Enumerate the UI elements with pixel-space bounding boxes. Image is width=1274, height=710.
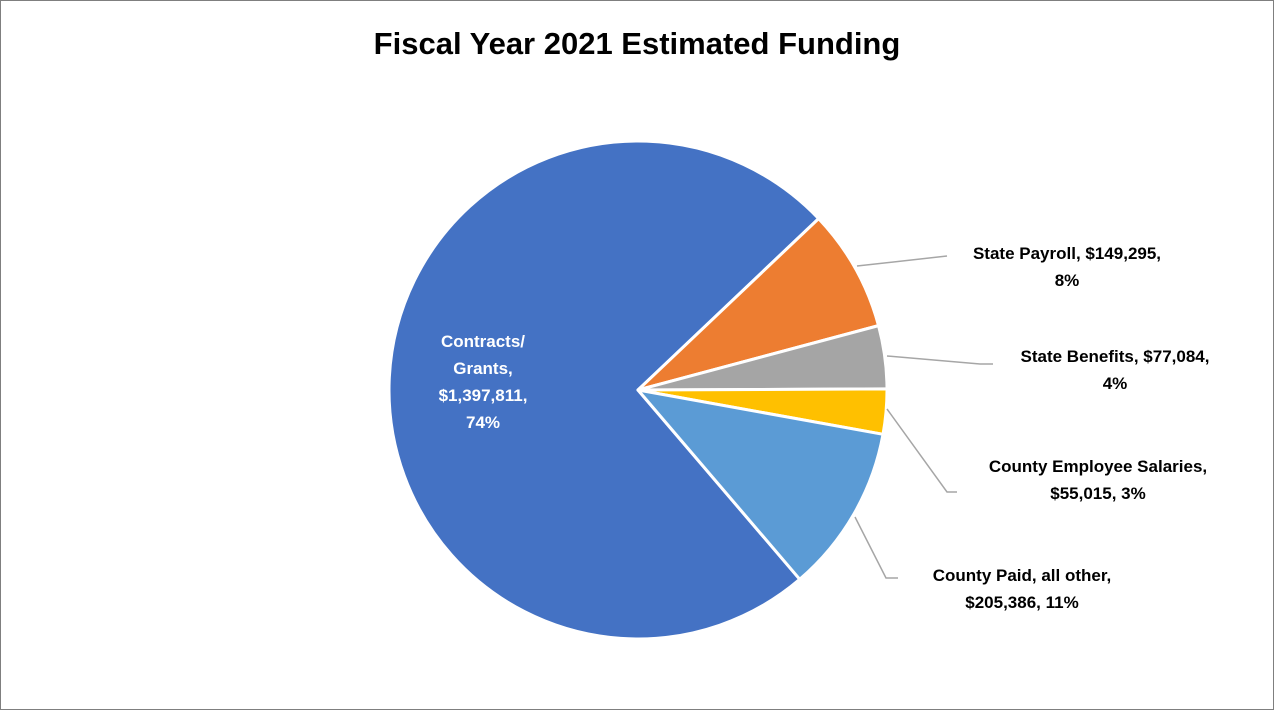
leader-line-state-benefits — [886, 355, 993, 365]
pie-slice-state-payroll — [636, 217, 881, 392]
data-label-line: County Employee Salaries, — [989, 457, 1207, 476]
data-label-line: County Paid, all other, — [933, 566, 1112, 585]
data-label-line: Contracts/ — [441, 332, 525, 351]
data-label-line: Grants, — [453, 359, 513, 378]
data-label-county-paid-all-other: County Paid, all other, $205,386, 11% — [933, 566, 1112, 612]
leader-line-state-payroll — [856, 255, 948, 267]
data-label-line: State Payroll, $149,295, — [973, 244, 1161, 263]
data-label-line: $205,386, 11% — [965, 593, 1078, 612]
data-label-line: 4% — [1103, 374, 1128, 393]
chart-title: Fiscal Year 2021 Estimated Funding — [373, 26, 901, 61]
data-label-line: $1,397,811, — [439, 386, 528, 405]
data-label-state-benefits: State Benefits, $77,084, 4% — [1021, 347, 1210, 393]
pie-slice-contracts-grants — [387, 139, 821, 641]
data-label-state-payroll: State Payroll, $149,295, 8% — [973, 244, 1161, 290]
data-label-line: $55,015, 3% — [1050, 484, 1145, 503]
data-label-line: 8% — [1055, 271, 1080, 290]
data-label-line: State Benefits, $77,084, — [1021, 347, 1210, 366]
leader-line-county-employee-salaries — [886, 408, 957, 493]
data-label-line: 74% — [466, 413, 500, 432]
data-label-contracts-grants: Contracts/Grants, $1,397,811, 74% — [439, 332, 528, 432]
leader-line-county-paid-all-other — [854, 516, 898, 579]
data-label-county-employee-salaries: County Employee Salaries, $55,015, 3% — [989, 457, 1207, 503]
pie-slice-county-paid-all-other — [636, 388, 885, 581]
